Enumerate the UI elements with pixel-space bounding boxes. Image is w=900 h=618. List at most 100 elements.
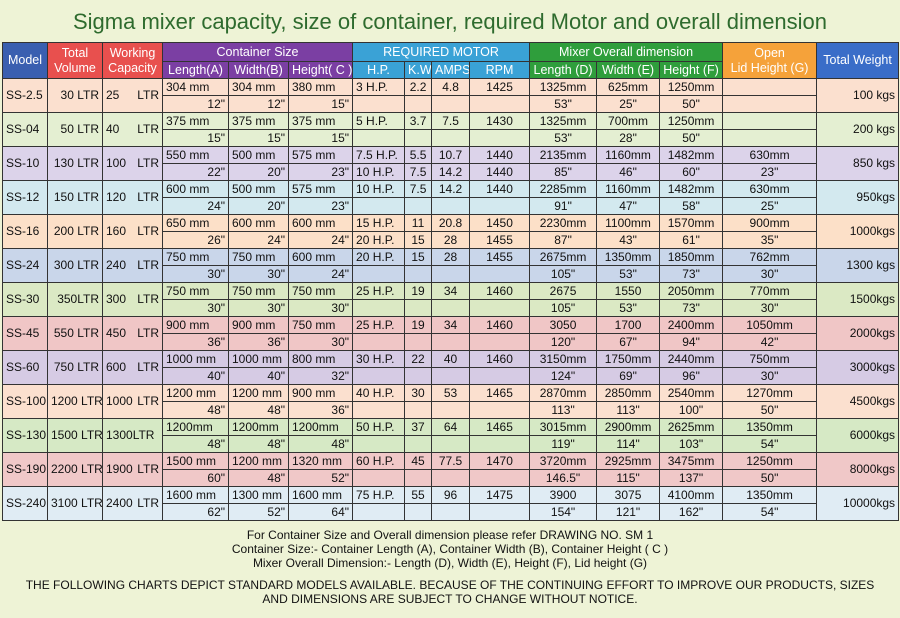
cell-motor-kw: 37 — [404, 418, 433, 436]
cell-dim-mm: 3475mm — [659, 452, 724, 470]
cell-container-mm: 600 mm — [287, 248, 354, 266]
cell-dim-inch: 162" — [659, 503, 724, 521]
note-line: For Container Size and Overall dimension… — [246, 528, 654, 542]
cell-dim-mm: 2400mm — [659, 316, 724, 334]
cell-container-mm: 750 mm — [228, 282, 289, 300]
cell-container-mm: 750 mm — [228, 248, 289, 266]
cell-container-mm: 1600 mm — [287, 486, 354, 504]
cell-motor-rpm: 1440 — [469, 180, 531, 198]
cell-total-volume: 3100 LTR — [47, 486, 103, 521]
cell-dim-inch: 105" — [529, 265, 598, 283]
cell-model: SS-45 — [2, 316, 48, 351]
cell-dim-mm: 1325mm — [529, 112, 598, 130]
cell-working-capacity: 600 LTR — [102, 350, 163, 385]
cell-motor-hp-alt — [352, 299, 406, 317]
cell-dim-inch: 103" — [659, 435, 724, 453]
cell-container-mm: 375 mm — [228, 112, 289, 130]
header-width-e: Width (E) — [596, 61, 661, 79]
cell-dim-inch: 146.5" — [529, 469, 598, 487]
cell-container-mm: 375 mm — [287, 112, 354, 130]
cell-model: SS-100 — [2, 384, 48, 419]
cell-container-inch: 64" — [287, 503, 354, 521]
cell-container-mm: 600 mm — [228, 214, 289, 232]
cell-lid-inch — [722, 95, 818, 113]
note-line: Container Size:- Container Length (A), C… — [231, 542, 669, 556]
cell-motor-rpm-alt — [469, 95, 531, 113]
cell-working-capacity: 2400 LTR — [102, 486, 163, 521]
page-title: Sigma mixer capacity, size of container,… — [72, 9, 828, 34]
cell-container-mm: 750 mm — [287, 282, 354, 300]
cell-total-volume: 1200 LTR — [47, 384, 103, 419]
cell-dim-inch: 53" — [596, 265, 661, 283]
cell-motor-kw-alt — [404, 197, 433, 215]
cell-container-mm: 380 mm — [287, 78, 354, 96]
cell-motor-amps: 28 — [431, 248, 471, 266]
cell-container-inch: 52" — [228, 503, 289, 521]
header-rpm: RPM — [469, 61, 531, 79]
header-kw: K.W — [404, 61, 433, 79]
cell-container-mm: 600 mm — [162, 180, 229, 198]
header-hp: H.P. — [352, 61, 406, 79]
cell-dim-mm: 2675mm — [529, 248, 598, 266]
cell-dim-inch: 94" — [659, 333, 724, 351]
cell-working-capacity: 100 LTR — [102, 146, 163, 181]
cell-motor-amps: 53 — [431, 384, 471, 402]
cell-total-volume: 750 LTR — [47, 350, 103, 385]
cell-dim-inch: 154" — [529, 503, 598, 521]
cell-lid-mm: 750mm — [722, 350, 818, 368]
cell-container-inch: 48" — [162, 435, 229, 453]
cell-container-inch: 20" — [228, 197, 289, 215]
cell-motor-rpm: 1460 — [469, 282, 531, 300]
cell-dim-mm: 2850mm — [596, 384, 661, 402]
cell-motor-hp-alt — [352, 367, 406, 385]
cell-container-inch: 48" — [228, 401, 289, 419]
disclaimer-line: THE FOLLOWING CHARTS DEPICT STANDARD MOD… — [25, 578, 875, 592]
table-row-sub: 15" 15" 15" 53" 28" 50" — [2, 129, 899, 147]
cell-lid-inch: 50" — [722, 401, 818, 419]
cell-motor-kw: 19 — [404, 282, 433, 300]
cell-container-mm: 304 mm — [228, 78, 289, 96]
cell-motor-amps-alt — [431, 95, 471, 113]
cell-motor-kw-alt — [404, 367, 433, 385]
cell-motor-kw-alt — [404, 265, 433, 283]
cell-container-inch: 15" — [287, 129, 354, 147]
cell-lid-mm: 770mm — [722, 282, 818, 300]
cell-container-inch: 24" — [287, 231, 354, 249]
cell-motor-amps: 77.5 — [431, 452, 471, 470]
cell-dim-mm: 1250mm — [659, 112, 724, 130]
cell-dim-inch: 58" — [659, 197, 724, 215]
cell-dim-inch: 115" — [596, 469, 661, 487]
cell-dim-mm: 3900 — [529, 486, 598, 504]
cell-motor-hp-alt — [352, 503, 406, 521]
cell-lid-mm — [722, 112, 818, 130]
cell-dim-inch: 69" — [596, 367, 661, 385]
cell-motor-rpm-alt — [469, 197, 531, 215]
cell-container-inch: 15" — [162, 129, 229, 147]
cell-motor-rpm: 1460 — [469, 350, 531, 368]
cell-container-inch: 23" — [287, 163, 354, 181]
cell-container-inch: 24" — [162, 197, 229, 215]
cell-dim-inch: 113" — [529, 401, 598, 419]
cell-dim-inch: 124" — [529, 367, 598, 385]
cell-working-capacity: 40 LTR — [102, 112, 163, 147]
cell-container-inch: 23" — [287, 197, 354, 215]
cell-dim-mm: 1100mm — [596, 214, 661, 232]
cell-container-inch: 26" — [162, 231, 229, 249]
cell-motor-rpm-alt — [469, 435, 531, 453]
cell-dim-mm: 2925mm — [596, 452, 661, 470]
cell-motor-amps: 34 — [431, 316, 471, 334]
table-row-sub: 30" 30" 24" 105" 53" 73" 30" — [2, 265, 899, 283]
cell-motor-rpm-alt — [469, 299, 531, 317]
cell-motor-amps-alt — [431, 265, 471, 283]
cell-working-capacity: 450 LTR — [102, 316, 163, 351]
cell-working-capacity: 160 LTR — [102, 214, 163, 249]
cell-container-mm: 1000 mm — [162, 350, 229, 368]
cell-lid-inch: 30" — [722, 265, 818, 283]
cell-working-capacity: 240 LTR — [102, 248, 163, 283]
cell-motor-amps-alt — [431, 469, 471, 487]
table-row: SS-12 150 LTR 120 LTR 600 mm 500 mm 575 mm 10 H… — [2, 180, 900, 215]
cell-dim-mm: 625mm — [596, 78, 661, 96]
cell-motor-rpm-alt — [469, 469, 531, 487]
header-lid-height: Open Lid Height (G) — [722, 42, 818, 79]
cell-motor-kw: 3.7 — [404, 112, 433, 130]
